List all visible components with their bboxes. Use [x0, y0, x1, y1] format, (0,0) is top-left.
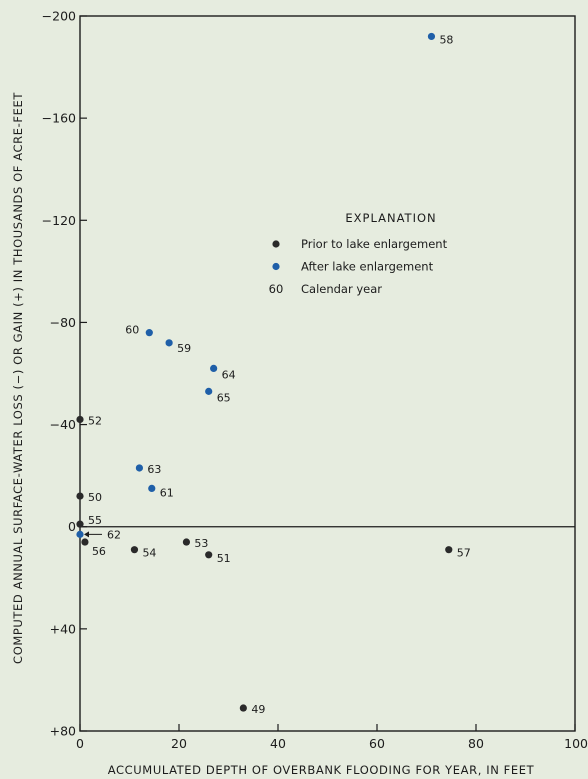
point-after [210, 364, 218, 372]
x-axis-title: ACCUMULATED DEPTH OF OVERBANK FLOODING F… [108, 763, 535, 777]
point-year-label: 55 [88, 514, 102, 527]
point-after [205, 387, 213, 395]
point-after [135, 464, 143, 472]
y-tick-label: −40 [50, 417, 76, 432]
point-year-label: 54 [142, 547, 156, 560]
point-year-label: 57 [457, 547, 471, 560]
data-points: 52 50 55 56 54 53 51 57 49 58 60 59 64 65 63 61 62 [76, 32, 471, 716]
point-year-label: 49 [251, 703, 265, 716]
point-after [165, 339, 173, 347]
legend-sample-year: 60 [269, 282, 284, 296]
point-year-label: 60 [125, 324, 139, 337]
point-year-label: 53 [194, 537, 208, 550]
point-after [145, 329, 153, 337]
y-axis-title: COMPUTED ANNUAL SURFACE-WATER LOSS (−) O… [11, 92, 25, 664]
x-tick-label: 60 [369, 736, 385, 751]
point-prior [81, 538, 89, 546]
x-tick-label: 40 [270, 736, 286, 751]
y-tick-label: +80 [50, 724, 76, 739]
point-prior [76, 492, 84, 500]
point-prior [205, 551, 213, 559]
legend-entry-label: Calendar year [301, 282, 382, 296]
point-year-label: 50 [88, 491, 102, 504]
y-tick-label: +40 [50, 621, 76, 636]
point-after [148, 484, 156, 493]
point-year-label: 51 [217, 552, 231, 565]
y-tick-label: 0 [68, 519, 76, 534]
legend-title: EXPLANATION [345, 211, 436, 225]
axes: −200−160−120−80−400+40+800 20 40 60 80 100 [42, 9, 588, 752]
legend-swatch [272, 240, 280, 248]
point-year-label: 65 [217, 391, 231, 404]
y-tick-label: −80 [50, 315, 76, 330]
point-prior [445, 546, 453, 554]
legend-entry-label: Prior to lake enlargement [301, 237, 448, 251]
point-after [76, 530, 84, 538]
point-year-label: 59 [177, 342, 191, 355]
point-year-label: 63 [147, 463, 161, 476]
x-tick-label: 100 [564, 736, 588, 751]
legend-swatch [272, 262, 280, 271]
point-prior [76, 415, 84, 424]
point-prior [130, 546, 139, 554]
point-year-label: 58 [439, 33, 453, 46]
point-prior [239, 704, 247, 712]
point-year-label: 52 [88, 414, 102, 427]
x-tick-label: 0 [76, 736, 84, 751]
y-tick-label: −200 [42, 9, 76, 24]
plot-frame [79, 15, 576, 732]
y-tick-label: −160 [42, 111, 76, 126]
y-tick-label: −120 [42, 213, 76, 228]
point-prior [76, 520, 84, 528]
point-prior [182, 538, 191, 546]
legend-entry-label: After lake enlargement [301, 260, 434, 274]
point-after [427, 32, 436, 41]
point-year-label: 64 [222, 368, 236, 381]
leader-arrow [84, 531, 89, 538]
x-tick-label: 80 [468, 736, 484, 751]
point-year-label: 62 [107, 528, 121, 541]
x-tick-label: 20 [171, 736, 187, 751]
point-year-label: 61 [160, 486, 174, 499]
point-year-label: 56 [92, 545, 106, 558]
legend: EXPLANATION Prior to lake enlargement Afte… [269, 211, 448, 296]
